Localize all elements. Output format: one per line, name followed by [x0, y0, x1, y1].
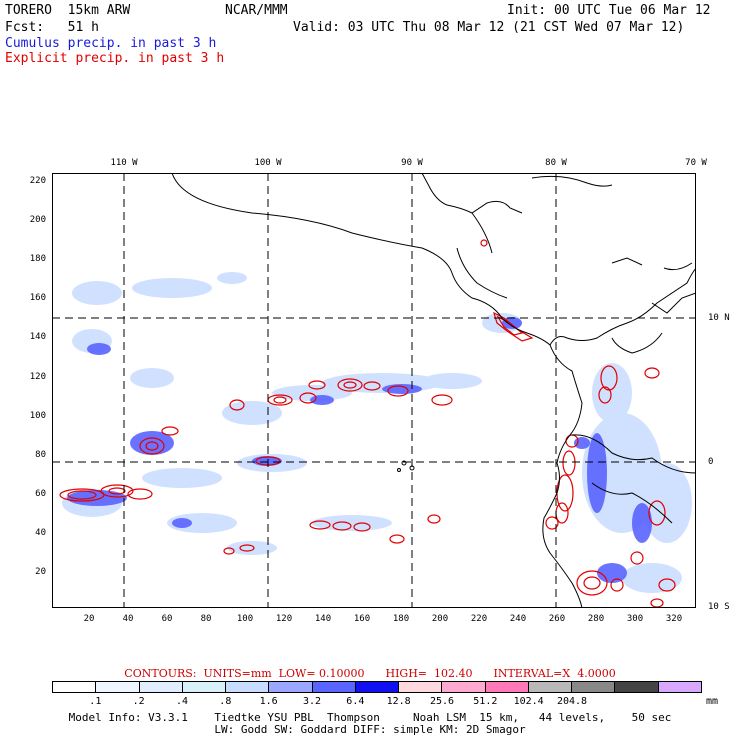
- lat-label-10n: 10 N: [708, 313, 730, 323]
- precip-map: [52, 173, 696, 608]
- coastlines: [171, 173, 696, 608]
- legend-label: 51.2: [473, 696, 498, 707]
- y-tick-label: 80: [35, 450, 46, 460]
- x-tick-label: 120: [275, 614, 293, 624]
- legend-label: .2: [132, 696, 145, 707]
- color-legend-bar: [52, 681, 702, 693]
- lon-label-70w: 70 W: [685, 158, 707, 168]
- x-tick-label: 200: [431, 614, 449, 624]
- legend-label: 1.6: [259, 696, 278, 707]
- lon-label-110w: 110 W: [110, 158, 138, 168]
- legend-swatch: [442, 682, 486, 692]
- x-tick-label: 240: [509, 614, 527, 624]
- legend-swatch: [182, 682, 227, 692]
- legend-label: 204.8: [556, 696, 588, 707]
- y-tick-label: 160: [29, 293, 46, 303]
- legend-label: 25.6: [429, 696, 455, 707]
- legend-label: .4: [175, 696, 189, 707]
- legend-swatch: [53, 682, 97, 692]
- legend-label: .8: [219, 696, 232, 707]
- x-tick-label: 220: [470, 614, 488, 624]
- model-title: TORERO 15km ARW: [5, 3, 131, 18]
- y-tick-label: 60: [35, 489, 46, 499]
- lon-label-80w: 80 W: [545, 158, 567, 168]
- y-tick-label: 180: [29, 254, 46, 264]
- legend-label: .1: [89, 696, 102, 707]
- y-tick-label: 20: [35, 567, 46, 577]
- x-tick-label: 260: [548, 614, 566, 624]
- legend-label: 12.8: [386, 696, 411, 707]
- init-time: Init: 00 UTC Tue 06 Mar 12: [507, 3, 711, 18]
- x-tick-label: 320: [665, 614, 683, 624]
- legend-swatch: [658, 682, 701, 692]
- legend-swatch: [615, 682, 659, 692]
- legend-swatch: [226, 682, 270, 692]
- legend-swatch: [139, 682, 183, 692]
- lat-lon-grid: [52, 173, 696, 608]
- legend-swatch: [269, 682, 313, 692]
- x-tick-label: 100: [236, 614, 254, 624]
- x-tick-label: 40: [122, 614, 134, 624]
- legend-label: 6.4: [346, 696, 365, 707]
- x-tick-label: 180: [392, 614, 410, 624]
- y-tick-label: 120: [29, 372, 46, 382]
- model-info-line1: Model Info: V3.3.1 Tiedtke YSU PBL Thomp…: [68, 711, 672, 724]
- legend-swatch: [355, 682, 400, 692]
- y-tick-label: 140: [29, 332, 46, 342]
- legend-swatch: [485, 682, 529, 692]
- field-label-explicit: Explicit precip. in past 3 h: [5, 51, 225, 66]
- forecast-hour: Fcst: 51 h: [5, 20, 99, 35]
- x-tick-label: 20: [83, 614, 95, 624]
- y-tick-label: 200: [29, 215, 46, 225]
- lon-label-100w: 100 W: [254, 158, 282, 168]
- x-tick-label: 80: [200, 614, 212, 624]
- field-label-cumulus: Cumulus precip. in past 3 h: [5, 36, 217, 51]
- y-tick-label: 40: [35, 528, 46, 538]
- contour-info: CONTOURS: UNITS=mm LOW= 0.10000 HIGH= 10…: [124, 667, 616, 680]
- x-tick-label: 280: [587, 614, 605, 624]
- x-tick-label: 140: [314, 614, 332, 624]
- legend-swatch: [399, 682, 443, 692]
- lat-label-10s: 10 S: [708, 602, 730, 612]
- valid-time: Valid: 03 UTC Thu 08 Mar 12 (21 CST Wed …: [293, 20, 685, 35]
- x-tick-label: 300: [626, 614, 644, 624]
- organization: NCAR/MMM: [225, 3, 288, 18]
- y-tick-label: 100: [29, 411, 46, 421]
- legend-swatch: [312, 682, 356, 692]
- explicit-precip-contours: [59, 239, 676, 608]
- x-tick-label: 60: [161, 614, 173, 624]
- legend-label: 3.2: [302, 696, 322, 707]
- y-tick-label: 220: [29, 176, 46, 186]
- lat-label-equator: 0: [708, 457, 714, 467]
- legend-swatch: [572, 682, 616, 692]
- model-info-line2: LW: Godd SW: Goddard DIFF: simple KM: 2D…: [214, 723, 526, 736]
- legend-swatch: [96, 682, 140, 692]
- x-tick-label: 160: [353, 614, 371, 624]
- legend-label: 102.4: [513, 696, 544, 707]
- legend-swatch: [528, 682, 573, 692]
- lon-label-90w: 90 W: [401, 158, 423, 168]
- legend-units: mm: [705, 696, 719, 707]
